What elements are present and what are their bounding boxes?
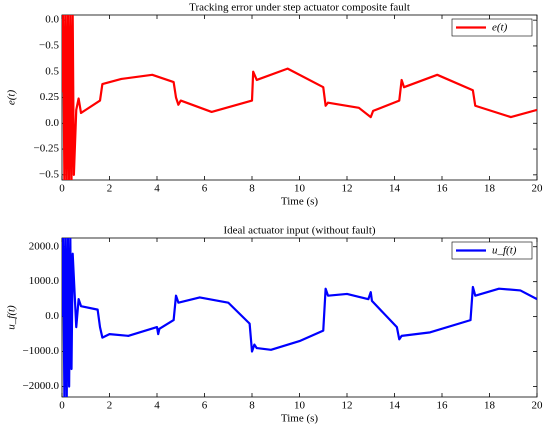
x-axis-label: Time (s): [281, 196, 319, 208]
x-tick-label: 2: [107, 183, 113, 195]
y-tick-label: −2000.0: [23, 380, 60, 392]
y-tick-label: 2000.0: [29, 240, 60, 252]
x-tick-label: 4: [154, 400, 160, 412]
y-tick-label: 1000.0: [29, 275, 60, 287]
x-tick-label: 20: [532, 183, 544, 195]
x-tick-label: 6: [202, 400, 208, 412]
x-tick-label: 0: [59, 400, 65, 412]
plot-area: [61, 14, 538, 181]
x-tick-label: 0: [59, 183, 65, 195]
x-axis-label: Time (s): [281, 413, 319, 425]
y-tick-label: 0.0: [45, 310, 59, 322]
y-tick-label: 0.25: [40, 91, 60, 103]
y-tick-label: −0.25: [34, 143, 60, 155]
plot-area: [61, 237, 538, 398]
x-tick-label: 2: [107, 400, 113, 412]
y-tick-label: 0.0: [45, 117, 59, 129]
x-tick-label: 12: [342, 183, 353, 195]
y-tick-label: −1000.0: [23, 345, 60, 357]
x-tick-label: 8: [249, 400, 255, 412]
y-tick-label: −0.5: [39, 39, 59, 51]
x-tick-label: 16: [437, 400, 449, 412]
legend-label: e(t): [492, 22, 508, 34]
x-tick-label: 4: [154, 183, 160, 195]
y-tick-label: 0.0: [45, 14, 59, 26]
y-tick-label: −0.5: [39, 168, 59, 180]
x-tick-label: 8: [249, 183, 255, 195]
x-tick-label: 10: [294, 400, 306, 412]
x-tick-label: 18: [484, 183, 496, 195]
chart-title: Tracking error under step actuator compo…: [189, 2, 410, 14]
x-tick-label: 20: [532, 400, 544, 412]
x-tick-label: 12: [342, 400, 353, 412]
chart-title: Ideal actuator input (without fault): [223, 225, 375, 237]
data-line: [62, 238, 537, 397]
y-tick-label: 0.5: [45, 65, 59, 77]
legend-box: [451, 241, 533, 260]
y-axis-label: u_f(t): [6, 305, 18, 330]
x-tick-label: 14: [389, 400, 401, 412]
legend-box: [451, 18, 533, 37]
x-tick-label: 18: [484, 400, 496, 412]
y-axis-label: e(t): [6, 90, 18, 106]
x-tick-label: 14: [389, 183, 401, 195]
x-tick-label: 16: [437, 183, 449, 195]
x-tick-label: 6: [202, 183, 208, 195]
x-tick-label: 10: [294, 183, 306, 195]
data-line: [62, 15, 537, 180]
legend-label: u_f(t): [492, 245, 517, 257]
